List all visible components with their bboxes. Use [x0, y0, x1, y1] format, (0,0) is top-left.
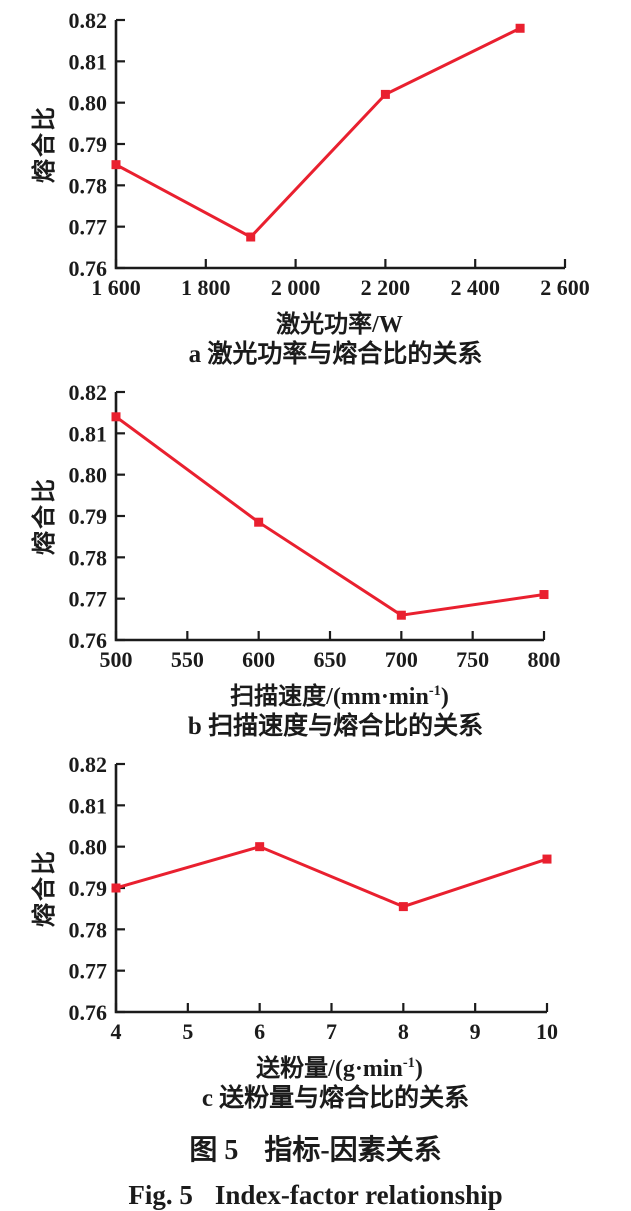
y-tick-label: 0.76 — [69, 1000, 108, 1025]
figure-caption-english: Fig. 5 Index-factor relationship — [0, 1180, 631, 1211]
figure-title-en: Index-factor relationship — [214, 1180, 503, 1210]
chart-c-caption: c 送粉量与熔合比的关系 — [201, 1085, 470, 1112]
data-point-marker — [254, 517, 264, 527]
y-tick-label: 0.82 — [69, 380, 108, 405]
data-point-marker — [111, 412, 121, 422]
y-tick-label: 0.80 — [69, 835, 108, 860]
x-tick-label: 600 — [242, 647, 275, 672]
chart-c-x-axis-title: 送粉量/(g·min-1) — [0, 1050, 631, 1082]
y-tick-label: 0.77 — [69, 959, 108, 984]
figure-number-cn: 图 5 — [189, 1135, 239, 1166]
data-point-marker — [246, 232, 256, 242]
data-point-marker — [255, 842, 265, 852]
x-axis-title-text: 扫描速度/(mm·min — [230, 684, 429, 710]
x-tick-label: 650 — [314, 647, 347, 672]
y-tick-label: 0.77 — [69, 587, 108, 612]
x-tick-label: 2 400 — [450, 275, 500, 300]
y-axis-title: 熔合比 — [30, 477, 58, 555]
figure-number-en: Fig. 5 — [128, 1180, 193, 1210]
x-tick-label: 500 — [100, 647, 133, 672]
x-tick-label: 750 — [456, 647, 489, 672]
x-tick-label: 2 000 — [271, 275, 321, 300]
chart-a-caption: a 激光功率与熔合比的关系 — [188, 341, 483, 368]
x-tick-label: 550 — [171, 647, 204, 672]
x-tick-label: 2 200 — [361, 275, 411, 300]
x-axis-title-text: 送粉量/(g·min — [256, 1056, 403, 1082]
y-tick-label: 0.79 — [69, 504, 108, 529]
figure-caption-chinese: 图 5 指标-因素关系 — [0, 1128, 631, 1168]
x-axis-title-superscript: -1 — [428, 683, 441, 699]
series-line — [115, 26, 521, 239]
x-tick-label: 2 600 — [540, 275, 590, 300]
chart-a-plot: 0.76 0.77 0.78 0.79 0.80 0.81 0.82 1 600 1 800 2 … — [30, 8, 590, 300]
y-tick-label: 0.81 — [69, 49, 108, 74]
data-point-marker — [380, 89, 390, 99]
y-tick-label: 0.77 — [69, 215, 108, 240]
x-tick-label: 8 — [398, 1019, 409, 1044]
data-point-marker — [396, 610, 406, 620]
x-tick-label: 10 — [536, 1019, 558, 1044]
chart-b-plot: 0.76 0.77 0.78 0.79 0.80 0.81 0.82 500 550 600 650… — [30, 380, 561, 672]
y-tick-label: 0.78 — [69, 173, 108, 198]
y-tick-label: 0.80 — [69, 91, 108, 116]
x-tick-label: 4 — [111, 1019, 122, 1044]
y-tick-label: 0.79 — [69, 132, 108, 157]
data-point-marker — [515, 23, 525, 33]
data-point-marker — [542, 854, 552, 864]
x-axis-title-superscript: -1 — [402, 1055, 415, 1071]
y-tick-label: 0.81 — [69, 421, 108, 446]
chart-b-caption: b 扫描速度与熔合比的关系 — [187, 713, 484, 740]
axis-lines — [114, 764, 547, 1014]
data-point-marker — [111, 160, 121, 170]
y-tick-label: 0.78 — [69, 917, 108, 942]
chart-b-block: 0.76 0.77 0.78 0.79 0.80 0.81 0.82 500 550 600 650… — [0, 378, 631, 742]
y-tick-label: 0.82 — [69, 8, 108, 33]
series-line — [115, 845, 548, 909]
x-axis-title-suffix: ) — [414, 1056, 423, 1082]
figure-title-cn: 指标-因素关系 — [264, 1135, 442, 1166]
y-tick-label: 0.81 — [69, 793, 108, 818]
y-axis-title: 熔合比 — [30, 105, 58, 183]
x-tick-label: 9 — [470, 1019, 481, 1044]
y-tick-label: 0.78 — [69, 545, 108, 570]
data-point-marker — [111, 883, 121, 893]
y-tick-label: 0.82 — [69, 752, 108, 777]
data-point-marker — [398, 902, 408, 912]
x-tick-label: 6 — [254, 1019, 265, 1044]
chart-c-plot: 0.76 0.77 0.78 0.79 0.80 0.81 0.82 4 5 6 7 8 9 10 熔合比 — [30, 752, 558, 1044]
x-tick-label: 1 800 — [181, 275, 231, 300]
chart-a-block: 0.76 0.77 0.78 0.79 0.80 0.81 0.82 1 600 1 800 2 … — [0, 6, 631, 370]
y-tick-label: 0.79 — [69, 876, 108, 901]
y-axis-title: 熔合比 — [30, 849, 58, 927]
x-tick-label: 700 — [385, 647, 418, 672]
chart-a-x-axis-title: 激光功率/W — [0, 306, 631, 338]
y-tick-label: 0.76 — [69, 628, 108, 653]
data-point-marker — [539, 590, 549, 600]
y-tick-label: 0.80 — [69, 463, 108, 488]
x-axis-title-suffix: ) — [440, 684, 449, 710]
series-line — [115, 415, 545, 617]
x-tick-label: 800 — [528, 647, 561, 672]
chart-b-x-axis-title: 扫描速度/(mm·min-1) — [0, 678, 631, 710]
x-tick-label: 7 — [326, 1019, 337, 1044]
y-tick-label: 0.76 — [69, 256, 108, 281]
x-tick-label: 1 600 — [91, 275, 141, 300]
x-axis-title-text: 激光功率/W — [276, 312, 403, 338]
chart-c-block: 0.76 0.77 0.78 0.79 0.80 0.81 0.82 4 5 6 7 8 9 10 熔合比 … — [0, 750, 631, 1114]
x-tick-label: 5 — [182, 1019, 193, 1044]
